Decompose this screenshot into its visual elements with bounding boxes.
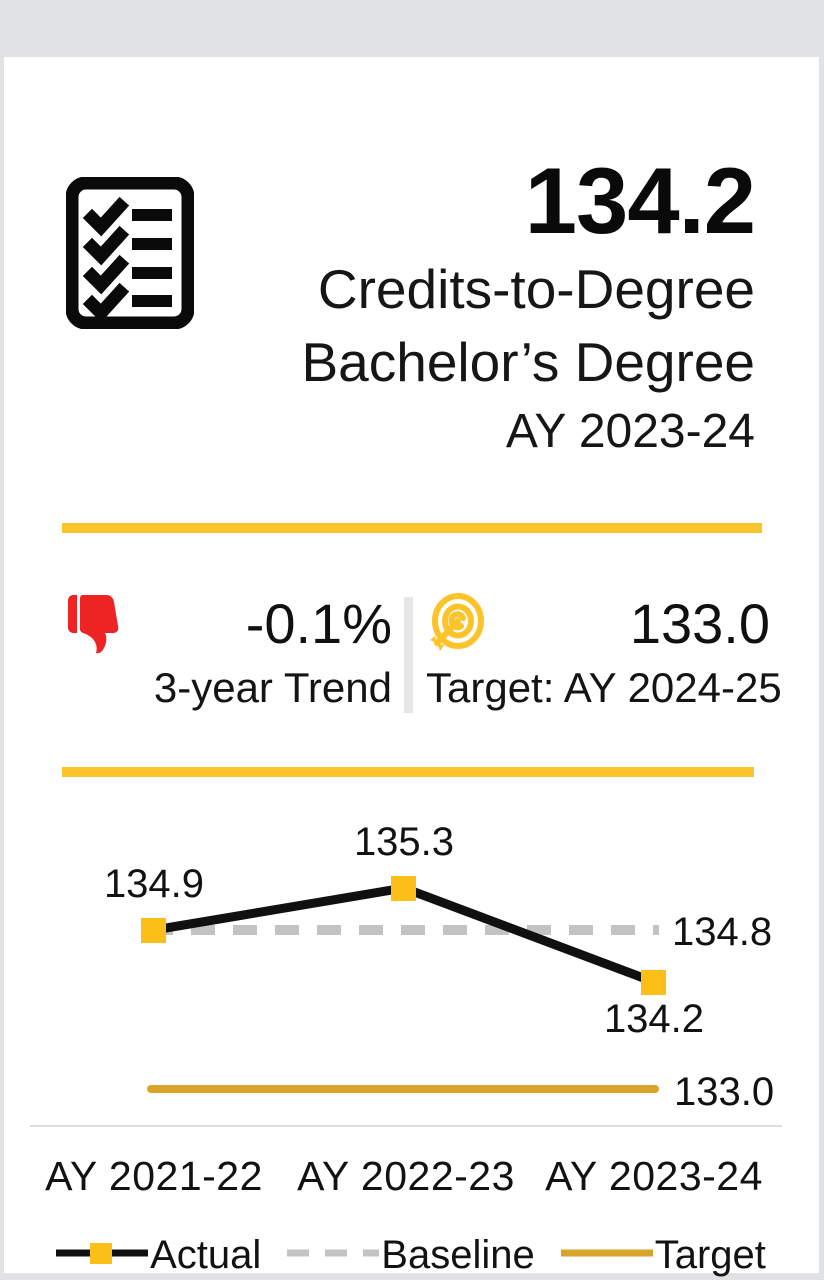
legend-label-baseline: Baseline (381, 1233, 535, 1277)
metric-name-line1: Credits-to-Degree (317, 258, 755, 321)
point-label-2: 134.2 (604, 997, 704, 1041)
metric-name-line2: Bachelor’s Degree (301, 330, 755, 393)
target-value: 133.0 (629, 592, 770, 655)
chart-legend: Actual Baseline Target (30, 1225, 790, 1280)
trend-stat: -0.1% 3-year Trend (62, 585, 392, 711)
legend-label-actual: Actual (150, 1233, 262, 1277)
target-icon (424, 593, 486, 655)
legend-item-target[interactable]: Target (559, 1235, 766, 1275)
legend-label-target: Target (654, 1233, 766, 1277)
trend-value: -0.1% (245, 592, 392, 655)
headline-block: 134.2 Credits-to-Degree Bachelor’s Degre… (155, 148, 756, 464)
data-marker (641, 970, 666, 995)
legend-swatch-baseline-icon (285, 1240, 381, 1271)
divider-rule-bottom (62, 767, 754, 777)
data-marker (391, 876, 416, 901)
axis-rule (30, 1125, 782, 1127)
trend-label: 3-year Trend (153, 664, 392, 711)
data-marker (141, 918, 166, 943)
top-gray-band (0, 0, 824, 57)
headline-value: 134.2 (524, 148, 756, 253)
x-axis-label: AY 2022-23 (297, 1153, 515, 1199)
trend-chart: 134.9 135.3 134.2 134.8 133.0 (4, 787, 824, 1132)
metric-period: AY 2023-24 (505, 405, 755, 459)
point-label-0: 134.9 (104, 862, 204, 906)
legend-swatch-actual-icon (54, 1240, 150, 1271)
kpi-card: 134.2 Credits-to-Degree Bachelor’s Degre… (0, 57, 824, 1280)
x-axis-label: AY 2023-24 (545, 1153, 763, 1199)
baseline-label: 134.8 (672, 910, 772, 954)
target-stat: 133.0 Target: AY 2024-25 (424, 585, 782, 711)
checklist-icon (65, 176, 195, 330)
legend-swatch-target-icon (559, 1240, 655, 1271)
target-label: 133.0 (674, 1070, 774, 1114)
x-axis-labels: AY 2021-22 AY 2022-23 AY 2023-24 (30, 1153, 790, 1205)
stats-row: -0.1% 3-year Trend (62, 585, 782, 725)
target-label: Target: AY 2024-25 (426, 664, 782, 711)
stats-vertical-divider (404, 597, 413, 713)
point-label-1: 135.3 (354, 820, 454, 864)
divider-rule-top (62, 523, 762, 533)
legend-item-actual[interactable]: Actual (54, 1235, 261, 1275)
x-axis-label: AY 2021-22 (45, 1153, 263, 1199)
legend-item-baseline[interactable]: Baseline (285, 1233, 535, 1277)
thumbs-down-icon (62, 593, 120, 655)
